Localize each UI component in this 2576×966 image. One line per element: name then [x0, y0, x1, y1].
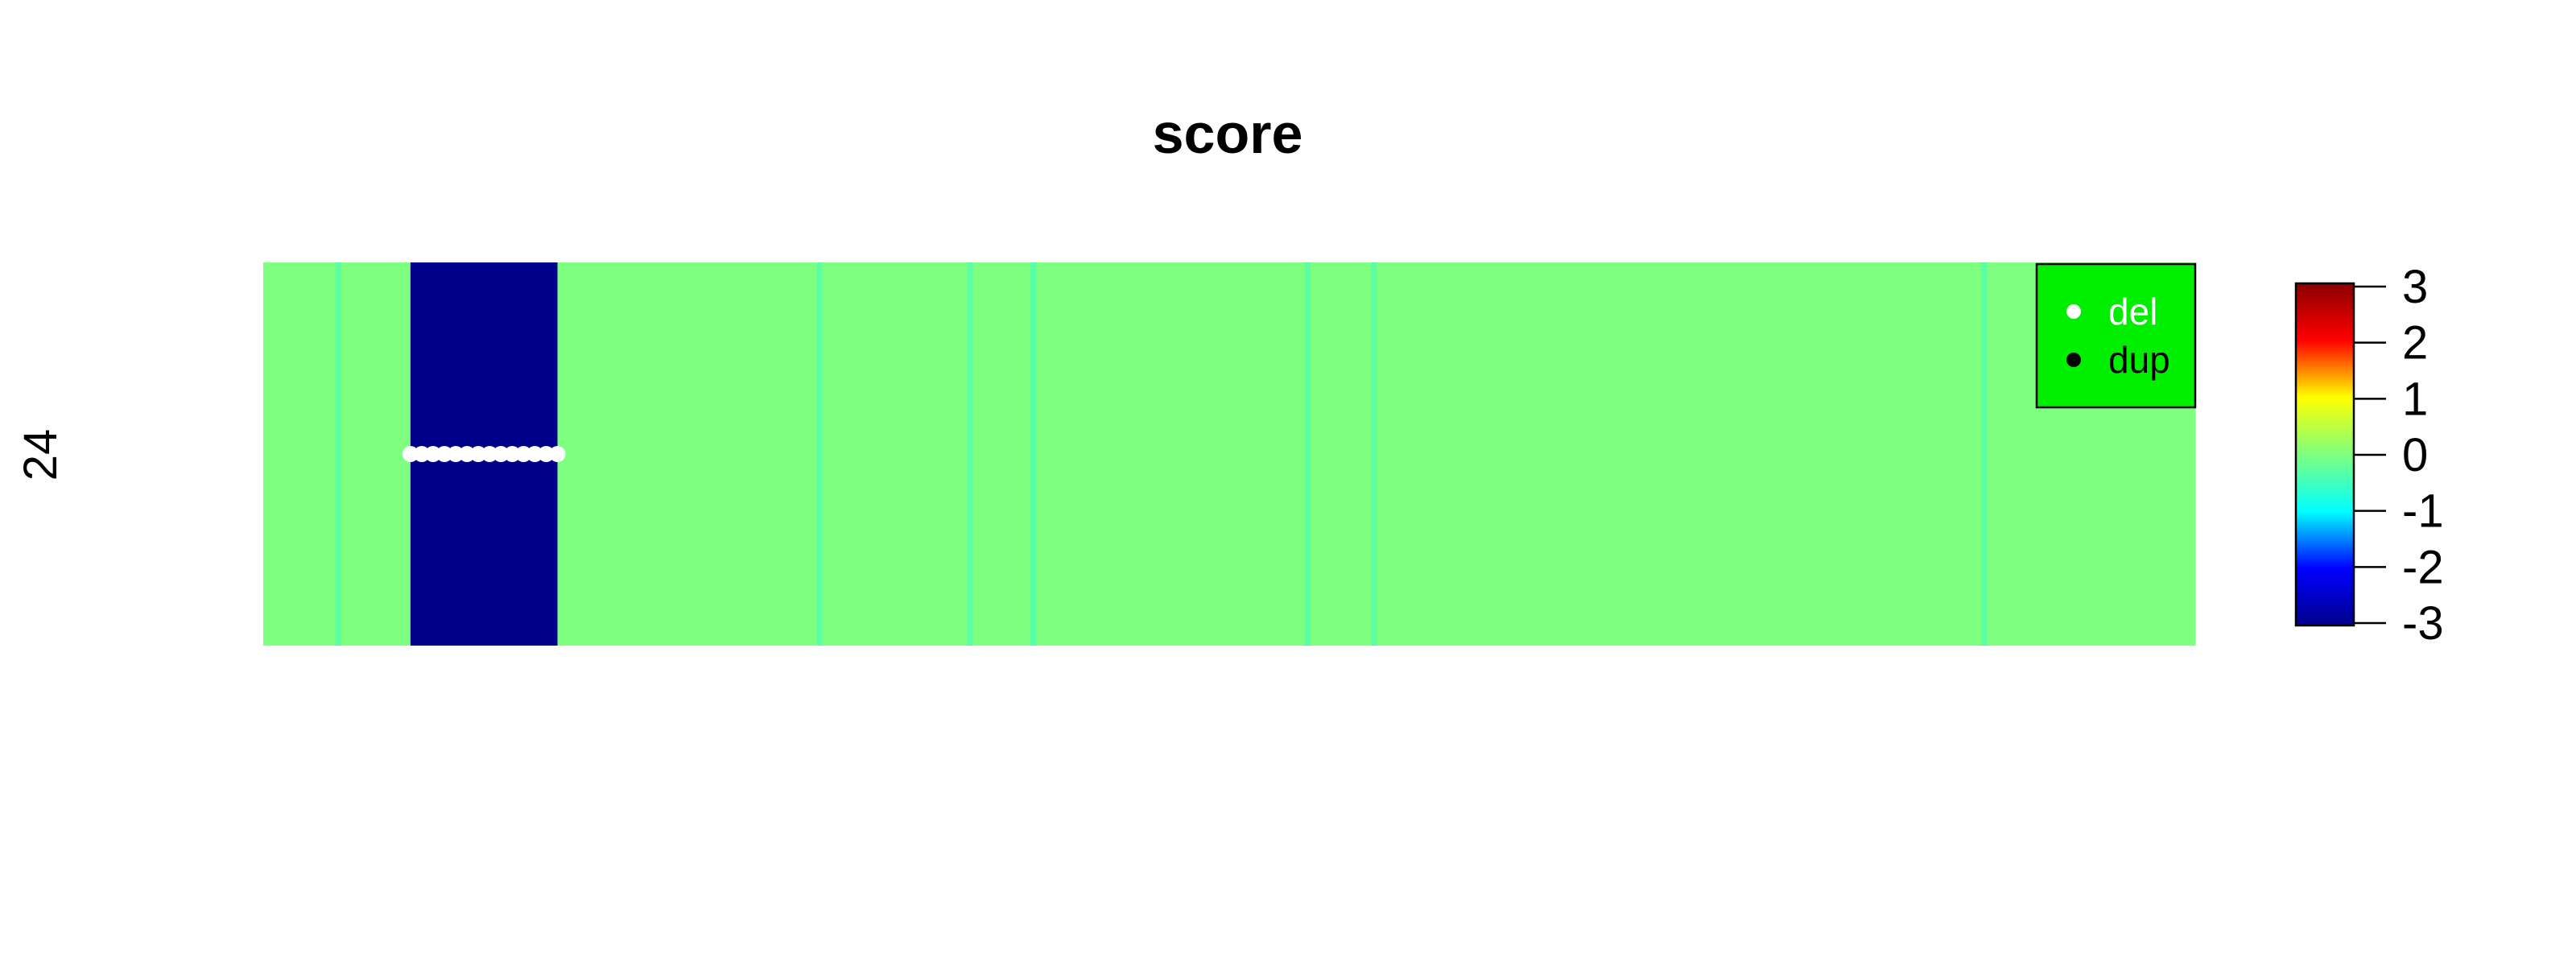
heatmap-cells — [263, 262, 2196, 646]
color-scale-tick-label: -1 — [2402, 485, 2444, 538]
color-scale-tick-label: -2 — [2402, 541, 2444, 593]
legend-label-dup: dup — [2108, 339, 2170, 381]
legend-marker-del — [2066, 304, 2081, 319]
heatmap-cell — [335, 262, 342, 646]
heatmap-cell — [1371, 262, 1377, 646]
color-scale-gradient — [2294, 282, 2355, 627]
deletion-points — [402, 446, 566, 462]
row-label: 24 — [14, 429, 67, 481]
point-del — [448, 446, 464, 462]
color-scale-tick-label: 0 — [2402, 429, 2428, 481]
legend-label-del: del — [2108, 291, 2157, 332]
point-del — [538, 446, 555, 462]
heatmap-cell — [1310, 262, 1372, 646]
legend: del dup — [2035, 262, 2197, 409]
heatmap-cell — [1377, 262, 1982, 646]
heatmap-cell — [1036, 262, 1306, 646]
point-del — [470, 446, 487, 462]
point-del — [459, 446, 476, 462]
heatmap-cell — [816, 262, 824, 646]
heatmap-cell — [1304, 262, 1311, 646]
point-del — [436, 446, 453, 462]
point-del — [504, 446, 521, 462]
point-del — [549, 446, 566, 462]
legend-box — [2035, 262, 2197, 409]
heatmap-cell — [1030, 262, 1037, 646]
point-del — [515, 446, 532, 462]
legend-marker-dup — [2066, 353, 2081, 367]
point-del — [424, 446, 441, 462]
color-scale-tick-label: 2 — [2402, 317, 2428, 369]
heatmap-cell — [263, 262, 336, 646]
heatmap-cell — [972, 262, 1031, 646]
heatmap-cell — [557, 262, 818, 646]
color-scale-tick-label: -3 — [2402, 597, 2444, 650]
heatmap-cell — [341, 262, 411, 646]
chart-title: score — [1153, 102, 1303, 165]
color-scale-tick-label: 3 — [2402, 261, 2428, 313]
point-del — [526, 446, 543, 462]
heatmap-cell — [822, 262, 968, 646]
point-del — [402, 446, 419, 462]
color-scale-tick-label: 1 — [2402, 373, 2428, 425]
heatmap-cell — [1981, 262, 1988, 646]
heatmap-cell — [967, 262, 974, 646]
point-del — [493, 446, 510, 462]
point-del — [413, 446, 430, 462]
point-del — [481, 446, 498, 462]
